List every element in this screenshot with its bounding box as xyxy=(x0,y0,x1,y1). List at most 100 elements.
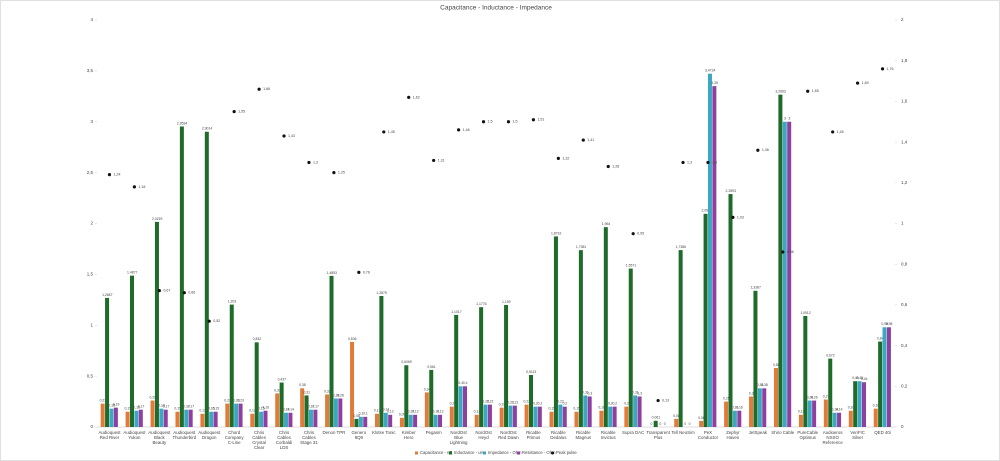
peak-dot xyxy=(506,120,511,124)
x-tick-label: NordOst Blue Lightning xyxy=(449,430,468,445)
bar xyxy=(712,86,717,427)
y-tick-label: 2,5 xyxy=(87,170,94,175)
data-label: 0,3 xyxy=(749,391,754,395)
bar xyxy=(138,409,143,427)
bar xyxy=(229,304,234,427)
data-label: 1,7386 xyxy=(676,245,686,249)
peak-dot xyxy=(232,109,236,114)
data-label: 3 xyxy=(788,117,790,121)
bar xyxy=(413,414,418,427)
bar xyxy=(184,409,189,427)
data-label: 1,62 xyxy=(413,95,420,99)
bar xyxy=(254,342,259,427)
data-label: 0 xyxy=(659,422,661,426)
legend-swatch xyxy=(517,451,520,455)
data-label: 0,23 xyxy=(224,398,231,402)
bar xyxy=(288,412,293,427)
data-label: 0 xyxy=(664,422,666,426)
bar xyxy=(462,386,467,427)
y2-tick-label: 2 xyxy=(901,17,904,22)
bar xyxy=(200,413,205,427)
x-tick-label: Ricable Invictus xyxy=(600,430,616,440)
bar xyxy=(608,406,613,427)
bar xyxy=(832,412,837,427)
data-label: 1,45 xyxy=(837,130,844,134)
bar xyxy=(524,404,529,427)
data-label: 0,15 xyxy=(573,407,580,411)
x-tick-label: Genero 8Q9 xyxy=(351,430,367,440)
data-label: 0,95 xyxy=(637,232,644,236)
bar xyxy=(848,410,853,427)
data-label: 3,2663 xyxy=(775,90,785,94)
bar xyxy=(612,406,617,427)
data-label: 0,14 xyxy=(283,408,290,412)
y2-tick-label: 1,4 xyxy=(901,139,908,144)
data-label: 0,44 xyxy=(861,377,868,381)
data-label: 0,13 xyxy=(249,409,256,413)
y2-tick-label: 0,6 xyxy=(901,302,908,307)
bar xyxy=(350,341,355,427)
x-tick-label: Ricable Dedalus xyxy=(550,430,567,440)
x-tick-label: Ricable Primus xyxy=(526,430,541,440)
data-label: 0,16 xyxy=(848,406,855,410)
data-label: 0,15 xyxy=(548,407,555,411)
data-label: 0,2 xyxy=(624,402,629,406)
data-label: 0,23 xyxy=(233,398,240,402)
data-label: 0,38 xyxy=(761,383,768,387)
bar xyxy=(474,414,479,427)
bar xyxy=(399,417,404,427)
data-label: 0,17 xyxy=(183,405,190,409)
data-label: 0,832 xyxy=(253,337,262,341)
data-label: 1,964 xyxy=(602,222,611,226)
x-tick-label: Audioquest Red River xyxy=(98,430,121,440)
data-label: 0,061 xyxy=(652,416,661,420)
peak-dot xyxy=(681,160,685,165)
x-tick-label: Audioquest Thunderbird xyxy=(172,430,197,440)
data-label: 0,86 xyxy=(787,250,794,254)
x-tick-label: Pegasm xyxy=(425,430,442,435)
data-label: 1,66 xyxy=(263,87,270,91)
bar xyxy=(333,398,338,427)
x-tick-label: Audioquest Black Beauty xyxy=(148,430,171,445)
data-label: 1,5571 xyxy=(626,263,636,267)
data-label: 1,55 xyxy=(238,110,245,114)
x-tick-label: Denon TPR xyxy=(322,430,346,435)
bar xyxy=(773,367,778,427)
bar xyxy=(782,121,787,427)
bar xyxy=(234,403,239,427)
data-label: 1,36 xyxy=(762,148,769,152)
data-label: 0,13 xyxy=(662,398,669,402)
data-label: 0,98 xyxy=(886,322,893,326)
bar xyxy=(757,388,762,427)
bar xyxy=(812,400,817,427)
bar xyxy=(429,369,434,427)
data-label: 0,38 xyxy=(757,383,764,387)
peak-dot xyxy=(307,160,311,165)
y-tick-label: 0,5 xyxy=(87,373,94,378)
data-label: 2,0159 xyxy=(152,217,162,221)
bar xyxy=(329,275,334,427)
bar xyxy=(787,121,792,427)
peak-dot xyxy=(107,173,112,177)
data-label: 3,4724 xyxy=(705,69,715,73)
data-label: 0,3 xyxy=(588,391,593,395)
bar xyxy=(798,414,803,427)
bar xyxy=(533,406,538,427)
bar xyxy=(628,268,633,427)
peak-dot xyxy=(531,118,536,122)
data-label: 0,18 xyxy=(158,404,165,408)
data-label: 0,14 xyxy=(836,408,843,412)
data-label: 0,23 xyxy=(237,398,244,402)
peak-dot xyxy=(132,185,137,189)
x-tick-label: Ricable Magnus xyxy=(575,430,592,440)
data-label: 0,31 xyxy=(582,390,589,394)
peak-dot xyxy=(781,250,785,254)
data-label: 0,08 xyxy=(673,414,680,418)
legend-label: Resistance - Ohm xyxy=(522,450,556,455)
data-label: 1,0912 xyxy=(800,311,810,315)
y2-tick-label: 1,8 xyxy=(901,58,908,63)
legend-swatch xyxy=(483,451,486,455)
y2-tick-label: 1,2 xyxy=(901,180,908,185)
bar xyxy=(225,403,230,427)
data-label: 0,84 xyxy=(877,336,884,340)
